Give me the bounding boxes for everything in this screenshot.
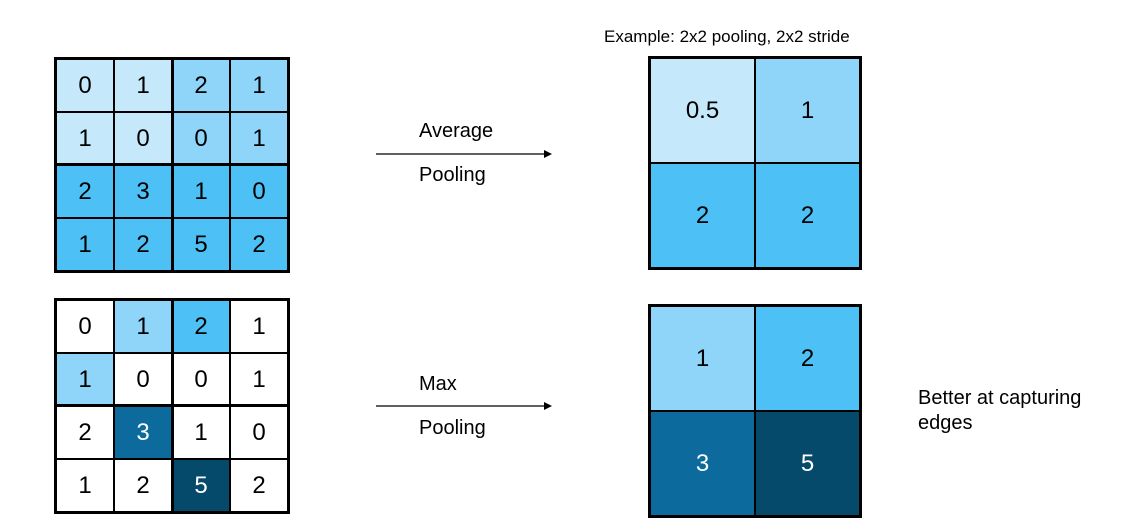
max-input-cell-r1c1: 0 bbox=[56, 300, 114, 353]
average-input-cell-r1c2: 1 bbox=[114, 59, 172, 112]
average-input-cell-r3c4: 0 bbox=[230, 165, 288, 218]
average-input-cell-r4c4: 2 bbox=[230, 218, 288, 271]
max-output-cell-r2c2: 5 bbox=[755, 411, 860, 516]
average-input-cell-r3c1: 2 bbox=[56, 165, 114, 218]
average-input-cell-r1c1: 0 bbox=[56, 59, 114, 112]
average-input-cell-r3c2: 3 bbox=[114, 165, 172, 218]
average-input-cell-r2c3: 0 bbox=[172, 112, 230, 165]
average-output-cell-r2c1: 2 bbox=[650, 163, 755, 268]
max-input-cell-r1c4: 1 bbox=[230, 300, 288, 353]
average-input-cell-r2c2: 0 bbox=[114, 112, 172, 165]
average-input-cell-r1c3: 2 bbox=[172, 59, 230, 112]
average-input-horizontal-divider bbox=[56, 163, 288, 166]
average-input-cell-r4c3: 5 bbox=[172, 218, 230, 271]
average-pooling-label: Pooling bbox=[419, 164, 486, 186]
average-output-cell-r1c1: 0.5 bbox=[650, 58, 755, 163]
max-input-cell-r3c3: 1 bbox=[172, 406, 230, 459]
max-input-cell-r2c1: 1 bbox=[56, 353, 114, 406]
average-input-cell-r4c2: 2 bbox=[114, 218, 172, 271]
max-pooling-note: Better at capturing edges bbox=[918, 387, 1082, 434]
max-input-cell-r4c4: 2 bbox=[230, 459, 288, 512]
max-input-cell-r3c4: 0 bbox=[230, 406, 288, 459]
average-label: Average bbox=[419, 120, 494, 142]
max-input-cell-r2c2: 0 bbox=[114, 353, 172, 406]
max-input-cell-r3c1: 2 bbox=[56, 406, 114, 459]
average-input-cell-r2c1: 1 bbox=[56, 112, 114, 165]
average-input-cell-r2c4: 1 bbox=[230, 112, 288, 165]
max-input-cell-r2c3: 0 bbox=[172, 353, 230, 406]
max-output-cell-r1c2: 2 bbox=[755, 306, 860, 411]
average-input-cell-r4c1: 1 bbox=[56, 218, 114, 271]
max-input-cell-r1c3: 2 bbox=[172, 300, 230, 353]
max-pooling-arrow bbox=[376, 402, 552, 410]
max-input-cell-r1c2: 1 bbox=[114, 300, 172, 353]
max-input-cell-r4c1: 1 bbox=[56, 459, 114, 512]
max-output-cell-r1c1: 1 bbox=[650, 306, 755, 411]
max-input-horizontal-divider bbox=[56, 404, 288, 407]
max-input-cell-r4c2: 2 bbox=[114, 459, 172, 512]
average-input-cell-r1c4: 1 bbox=[230, 59, 288, 112]
average-pooling-output-grid: 0.5 1 2 2 bbox=[648, 56, 862, 270]
average-output-cell-r2c2: 2 bbox=[755, 163, 860, 268]
average-pooling-arrow bbox=[376, 150, 552, 158]
max-label: Max bbox=[419, 373, 457, 395]
average-output-cell-r1c2: 1 bbox=[755, 58, 860, 163]
max-input-cell-r3c2: 3 bbox=[114, 406, 172, 459]
example-caption: Example: 2x2 pooling, 2x2 stride bbox=[604, 27, 850, 46]
max-input-cell-r4c3: 5 bbox=[172, 459, 230, 512]
max-input-cell-r2c4: 1 bbox=[230, 353, 288, 406]
average-input-cell-r3c3: 1 bbox=[172, 165, 230, 218]
max-output-cell-r2c1: 3 bbox=[650, 411, 755, 516]
max-pooling-label: Pooling bbox=[419, 417, 486, 439]
